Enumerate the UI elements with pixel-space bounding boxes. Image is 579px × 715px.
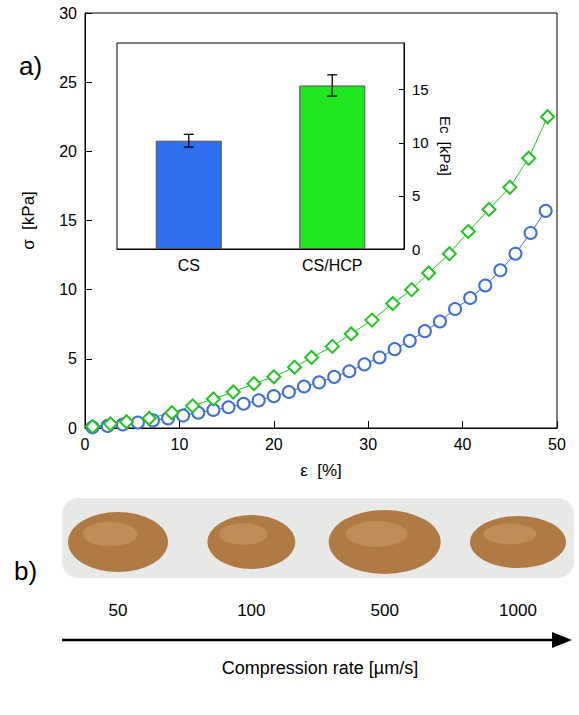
svg-text:15: 15 bbox=[412, 81, 429, 98]
svg-text:ε [%]: ε [%] bbox=[300, 461, 342, 480]
svg-text:500: 500 bbox=[370, 601, 398, 620]
svg-text:a): a) bbox=[19, 51, 42, 81]
svg-text:50: 50 bbox=[109, 601, 128, 620]
svg-text:5: 5 bbox=[412, 187, 420, 204]
svg-text:0: 0 bbox=[81, 436, 90, 453]
svg-text:σ [kPa]: σ [kPa] bbox=[19, 191, 38, 250]
svg-text:10: 10 bbox=[171, 436, 189, 453]
svg-text:15: 15 bbox=[59, 212, 77, 229]
svg-text:1000: 1000 bbox=[499, 601, 537, 620]
svg-text:b): b) bbox=[14, 556, 37, 586]
svg-text:20: 20 bbox=[59, 143, 77, 160]
svg-text:30: 30 bbox=[359, 436, 377, 453]
svg-text:30: 30 bbox=[59, 5, 77, 22]
svg-text:5: 5 bbox=[68, 350, 77, 367]
svg-text:10: 10 bbox=[59, 281, 77, 298]
svg-text:40: 40 bbox=[454, 436, 472, 453]
svg-text:CS/HCP: CS/HCP bbox=[302, 257, 362, 274]
svg-text:100: 100 bbox=[237, 601, 265, 620]
svg-text:0: 0 bbox=[412, 241, 420, 258]
svg-text:CS: CS bbox=[178, 257, 200, 274]
svg-text:25: 25 bbox=[59, 74, 77, 91]
svg-text:20: 20 bbox=[265, 436, 283, 453]
svg-text:Compression rate [µm/s]: Compression rate [µm/s] bbox=[222, 658, 418, 678]
svg-text:10: 10 bbox=[412, 134, 429, 151]
svg-text:Ec [kPa]: Ec [kPa] bbox=[437, 116, 454, 176]
svg-text:0: 0 bbox=[68, 420, 77, 437]
svg-text:50: 50 bbox=[548, 436, 566, 453]
